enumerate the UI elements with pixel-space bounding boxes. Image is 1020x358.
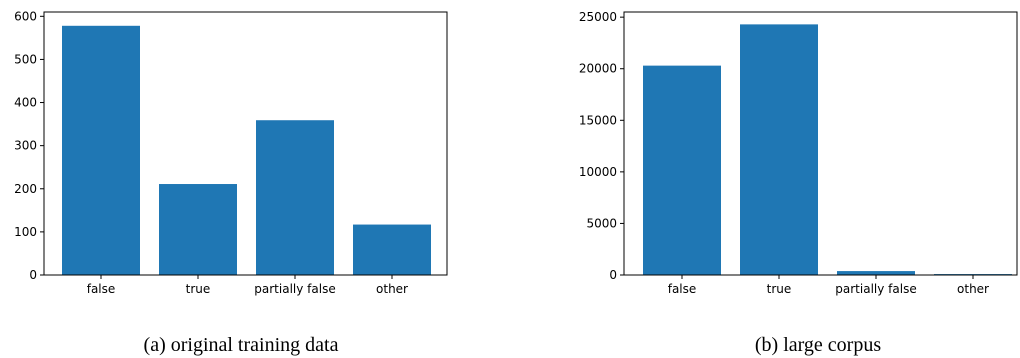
y-tick-label: 200	[14, 182, 37, 196]
x-tick-label: true	[186, 282, 211, 296]
y-tick-label: 0	[29, 268, 37, 282]
bar-true	[159, 184, 237, 275]
y-tick-label: 25000	[579, 10, 617, 24]
y-tick-label: 0	[609, 268, 617, 282]
bar-partially-false	[256, 120, 334, 275]
y-tick-label: 5000	[586, 216, 617, 230]
caption-large-corpus: (b) large corpus	[755, 334, 881, 356]
y-tick-label: 15000	[579, 113, 617, 127]
y-tick-label: 20000	[579, 62, 617, 76]
x-tick-label: false	[668, 282, 697, 296]
x-tick-label: partially false	[835, 282, 916, 296]
x-tick-label: partially false	[254, 282, 335, 296]
bar-false	[643, 65, 721, 275]
y-tick-label: 600	[14, 9, 37, 23]
plot-frame	[623, 11, 1018, 276]
y-tick-label: 400	[14, 96, 37, 110]
y-tick-label: 300	[14, 139, 37, 153]
plot-frame	[43, 11, 448, 276]
x-tick-label: other	[376, 282, 408, 296]
caption-original-training-data: (a) original training data	[144, 334, 339, 356]
bar-partially-false	[837, 271, 915, 275]
x-tick-label: false	[87, 282, 116, 296]
bar-other	[353, 224, 431, 275]
bar-false	[62, 25, 140, 275]
x-tick-label: true	[767, 282, 792, 296]
y-tick-label: 10000	[579, 165, 617, 179]
y-tick-label: 500	[14, 52, 37, 66]
chart-large-corpus: 0 5000 10000 15000 20000 25000 false true partia…	[579, 10, 1018, 296]
x-tick-label: other	[957, 282, 989, 296]
bar-true	[740, 24, 818, 276]
y-tick-label: 100	[14, 225, 37, 239]
chart-original-training-data: 0 100 200 300 400 500 600 false true partially fa…	[14, 9, 448, 296]
